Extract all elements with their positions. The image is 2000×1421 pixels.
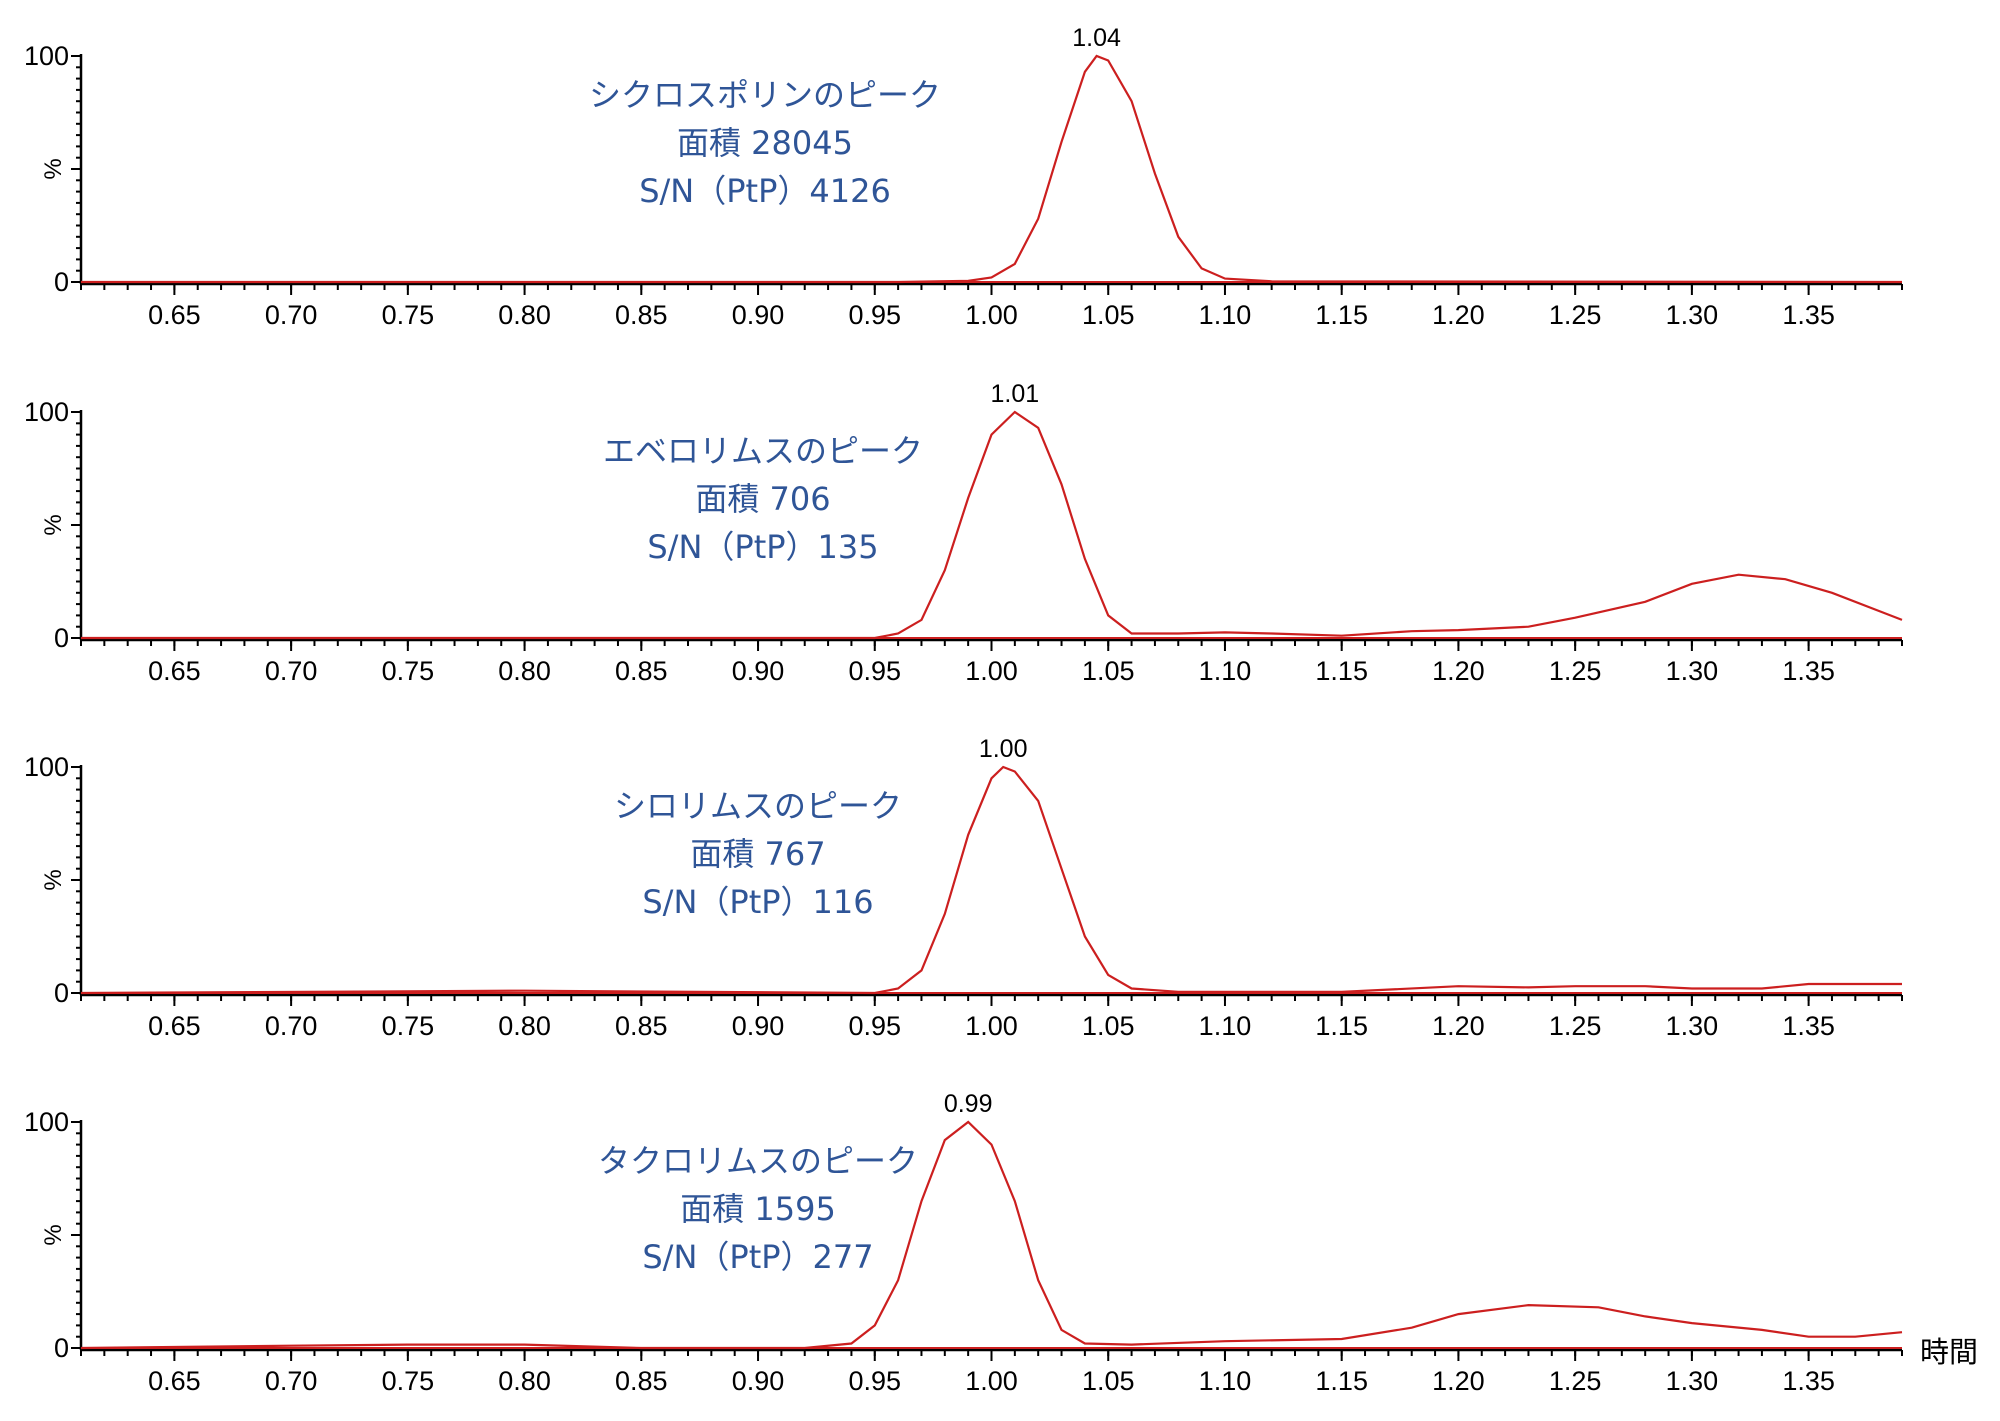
panel-2-x-tick-label: 1.25 [1549,656,1602,686]
panel-1-x-tick-label: 1.10 [1199,300,1252,330]
panel-3-annotation-line: シロリムスのピーク [614,787,902,825]
panel-4-x-tick-label: 0.95 [848,1366,901,1396]
panel-2-x-tick-label: 0.95 [848,656,901,686]
panel-4-x-tick-label: 1.20 [1432,1366,1485,1396]
panel-2-x-tick-label: 0.75 [382,656,435,686]
panel-4-x-tick-label: 0.75 [382,1366,435,1396]
panel-3-x-tick-label: 0.95 [848,1011,901,1041]
panel-3-x-tick-label: 1.25 [1549,1011,1602,1041]
panel-4-x-tick-label: 1.35 [1782,1366,1835,1396]
panel-4-x-tick-label: 1.00 [965,1366,1018,1396]
panel-4-x-tick-label: 0.70 [265,1366,318,1396]
panel-1-x-tick-label: 0.85 [615,300,668,330]
panel-1-annotation-line: 面積 28045 [677,124,853,162]
panel-3-y-tick-label: 100 [24,752,69,782]
panel-3-x-tick-label: 0.90 [732,1011,785,1041]
panel-1-annotation-line: シクロスポリンのピーク [589,76,941,114]
panel-3-x-tick-label: 1.20 [1432,1011,1485,1041]
panel-4-x-tick-label: 0.90 [732,1366,785,1396]
panel-3-trace-line [80,765,1902,995]
panel-4-annotation-line: タクロリムスのピーク [598,1142,918,1180]
panel-1-x-tick-label: 0.70 [265,300,318,330]
panel-3-x-tick-label: 1.30 [1666,1011,1719,1041]
panel-2-x-tick-label: 0.65 [148,656,201,686]
panel-2-x-tick-label: 0.85 [615,656,668,686]
panel-1-y-tick-label: 0 [54,267,69,297]
panel-3-x-tick-label: 1.00 [965,1011,1018,1041]
panel-4-peak-label: 0.99 [944,1090,993,1118]
panel-4-x-tick-label: 0.65 [148,1366,201,1396]
panel-1-x-tick-label: 1.30 [1666,300,1719,330]
panel-1-x-tick-label: 1.15 [1315,300,1368,330]
panel-3-x-tick-label: 1.15 [1315,1011,1368,1041]
panel-3-x-tick-label: 0.80 [498,1011,551,1041]
panel-3-peak-label: 1.00 [979,735,1028,763]
panel-1-y-axis-label: % [40,158,67,179]
panel-1-x-tick-label: 0.95 [848,300,901,330]
panel-3-y-axis-label: % [40,869,67,890]
panel-2-annotation-line: エベロリムスのピーク [603,432,923,470]
panel-4-chart: 100 0% 0.65 0.70 0.75 0.80 0.85 0.90 0.95 1.00 1.0… [24,1090,1978,1396]
panel-2-x-tick-label: 1.05 [1082,656,1135,686]
panel-3-y-tick-label: 0 [54,978,69,1008]
panel-4-annotation-line: S/N（PtP）277 [642,1238,873,1276]
panel-4-y-axis-label: % [40,1224,67,1245]
panel-4-x-tick-label: 1.25 [1549,1366,1602,1396]
panel-2-x-tick-label: 0.70 [265,656,318,686]
panel-2-y-axis-label: % [40,514,67,535]
panel-2-x-tick-label: 1.15 [1315,656,1368,686]
panel-2-x-tick-label: 1.20 [1432,656,1485,686]
panel-1-x-tick-label: 1.20 [1432,300,1485,330]
panel-1-trace-line [81,54,1903,284]
panel-1-chart: 100 0% 0.65 0.70 0.75 0.80 0.85 0.90 0.95 1.00 1.0… [24,24,1903,330]
panel-2-annotation-line: 面積 706 [695,480,830,518]
panel-2-x-tick-label: 1.00 [965,656,1018,686]
panel-4-x-tick-label: 0.80 [498,1366,551,1396]
panel-1-x-tick-label: 0.65 [148,300,201,330]
panel-1-peak-label: 1.04 [1072,24,1121,52]
panel-4-y-tick-label: 0 [54,1333,69,1363]
panel-3-x-tick-label: 1.35 [1782,1011,1835,1041]
panel-2-y-tick-label: 0 [54,623,69,653]
panel-2-peak-label: 1.01 [991,380,1040,408]
panel-3-annotation-line: 面積 767 [690,835,825,873]
panel-2-y-tick-label: 100 [24,397,69,427]
panel-1-x-tick-label: 0.75 [382,300,435,330]
panel-1-y-tick-label: 100 [24,41,69,71]
panel-2-trace-line [81,410,1903,640]
panel-2-x-tick-label: 1.35 [1782,656,1835,686]
panel-4-y-tick-label: 100 [24,1107,69,1137]
panel-1-x-tick-label: 1.35 [1782,300,1835,330]
panel-2-chart: 100 0% 0.65 0.70 0.75 0.80 0.85 0.90 0.95 1.00 1.0… [24,380,1903,686]
panel-1-x-tick-label: 0.90 [732,300,785,330]
panel-3-chart: 100 0% 0.65 0.70 0.75 0.80 0.85 0.90 0.95 1.00 1.0… [24,735,1903,1041]
panel-3-x-tick-label: 1.05 [1082,1011,1135,1041]
panel-2-x-tick-label: 0.90 [732,656,785,686]
panel-4-x-tick-label: 1.10 [1199,1366,1252,1396]
panel-1-x-tick-label: 1.00 [965,300,1018,330]
panel-1-x-tick-label: 1.25 [1549,300,1602,330]
panel-4-x-axis-label: 時間 [1920,1335,1978,1369]
panel-3-x-tick-label: 1.10 [1199,1011,1252,1041]
panel-3-x-tick-label: 0.75 [382,1011,435,1041]
panel-3-x-tick-label: 0.65 [148,1011,201,1041]
panel-4-trace-line [80,1120,1903,1350]
panel-2-x-tick-label: 1.30 [1666,656,1719,686]
panel-4-annotation-line: 面積 1595 [680,1190,836,1228]
panel-4-x-tick-label: 1.05 [1082,1366,1135,1396]
panel-1-x-tick-label: 1.05 [1082,300,1135,330]
panel-2-x-tick-label: 1.10 [1199,656,1252,686]
panel-2-annotation-line: S/N（PtP）135 [647,528,878,566]
panel-2-x-tick-label: 0.80 [498,656,551,686]
panel-4-x-tick-label: 1.15 [1315,1366,1368,1396]
panel-3-x-tick-label: 0.85 [615,1011,668,1041]
panel-1-x-tick-label: 0.80 [498,300,551,330]
panel-3-x-tick-label: 0.70 [265,1011,318,1041]
panel-4-x-tick-label: 0.85 [615,1366,668,1396]
panel-1-annotation-line: S/N（PtP）4126 [639,172,891,210]
panel-4-x-tick-label: 1.30 [1666,1366,1719,1396]
panel-3-annotation-line: S/N（PtP）116 [642,883,873,921]
